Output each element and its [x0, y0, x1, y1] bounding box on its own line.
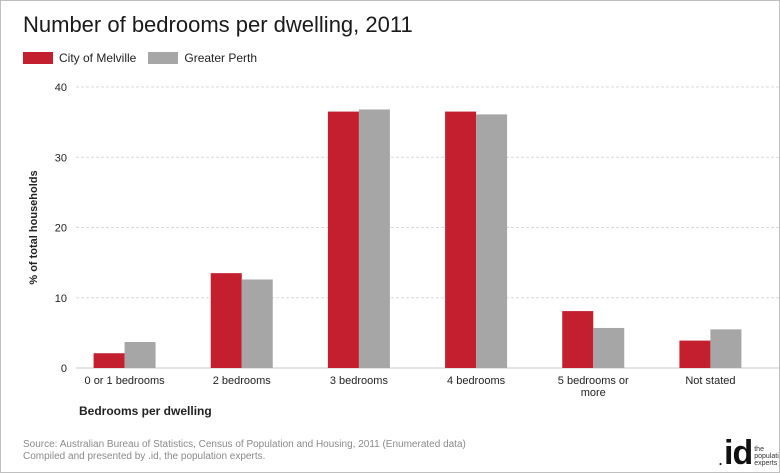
bar-melville	[327, 111, 359, 369]
source-note: Source: Australian Bureau of Statistics,…	[23, 439, 466, 463]
bar-perth	[593, 327, 625, 368]
legend-swatch-perth	[148, 52, 179, 64]
y-tick-label: 20	[55, 223, 67, 235]
bar-perth	[124, 342, 156, 368]
bar-melville	[210, 273, 242, 368]
y-tick-label: 0	[61, 363, 67, 375]
logo-dot: .	[718, 449, 724, 469]
logo-word-2: populati	[754, 453, 779, 460]
bar-melville	[93, 353, 125, 368]
x-tick-label: 2 bedrooms	[213, 375, 272, 387]
x-tick-label: 0 or 1 bedrooms	[85, 375, 166, 387]
x-axis-title: Bedrooms per dwelling	[79, 404, 212, 418]
legend-item-perth: Greater Perth	[148, 51, 257, 65]
bar-perth	[241, 279, 273, 368]
source-line-2: Compiled and presented by .id, the popul…	[23, 451, 266, 462]
logo-word-3: experts	[754, 460, 778, 467]
legend-label-melville: City of Melville	[59, 51, 137, 65]
x-tick-label: more	[581, 387, 606, 399]
bar-melville	[562, 311, 594, 368]
logo-mark: id	[724, 434, 753, 472]
bar-perth	[710, 329, 742, 368]
y-axis-title: % of total households	[28, 170, 40, 284]
x-tick-label: 5 bedrooms or	[558, 375, 629, 387]
y-tick-label: 10	[55, 293, 67, 305]
chart-legend: City of Melville Greater Perth	[23, 51, 269, 65]
y-tick-label: 40	[55, 82, 67, 94]
bar-melville	[679, 340, 711, 368]
logo-words: the populati experts	[754, 446, 779, 467]
bar-perth	[476, 114, 508, 369]
legend-swatch-melville	[23, 52, 53, 64]
y-tick-label: 30	[55, 152, 67, 164]
bar-melville	[445, 111, 477, 369]
logo-word-1: the	[754, 446, 764, 453]
x-tick-label: Not stated	[685, 375, 735, 387]
chart-title: Number of bedrooms per dwelling, 2011	[23, 12, 413, 37]
x-tick-label: 4 bedrooms	[447, 375, 506, 387]
legend-label-perth: Greater Perth	[184, 51, 258, 65]
bar-perth	[358, 109, 390, 368]
legend-item-melville: City of Melville	[23, 51, 136, 65]
source-line-1: Source: Australian Bureau of Statistics,…	[23, 439, 466, 450]
x-tick-label: 3 bedrooms	[330, 375, 389, 387]
id-logo: . id the populati experts	[718, 434, 779, 472]
